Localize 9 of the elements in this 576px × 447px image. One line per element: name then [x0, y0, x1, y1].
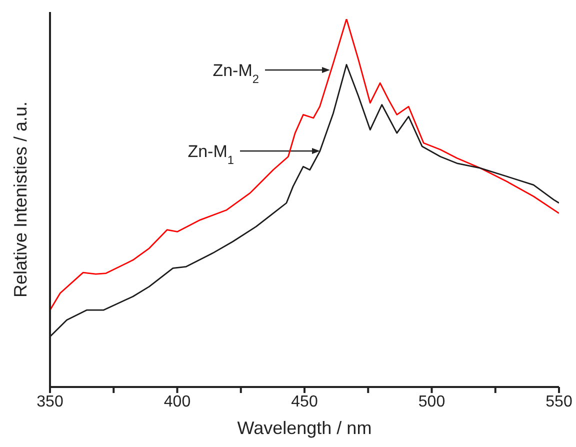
x-tick-label: 400: [164, 393, 191, 410]
y-axis-title: Relative Intenisties / a.u.: [10, 101, 30, 298]
annotation: Zn-M$_{2}$: [212, 61, 260, 86]
x-tick-label: 350: [36, 393, 64, 410]
x-tick-label: 550: [546, 393, 572, 410]
x-tick-label: 500: [418, 393, 446, 410]
x-tick-label: 450: [291, 393, 318, 410]
x-axis-title: Wavelength / nm: [237, 418, 372, 438]
annotation: Zn-M$_{1}$: [188, 142, 234, 167]
